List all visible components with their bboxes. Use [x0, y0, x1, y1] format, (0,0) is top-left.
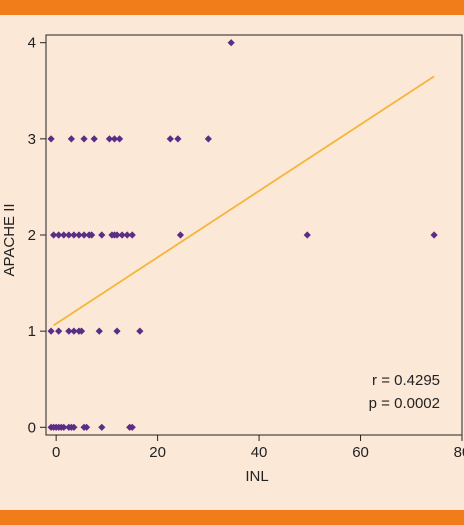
top-band [0, 0, 464, 15]
data-point [60, 423, 68, 431]
tick-labels: 0 20 40 60 80 0 1 2 3 4 [28, 35, 464, 461]
data-point [204, 135, 212, 143]
correlation-r-label: r = 0.4295 [372, 372, 440, 389]
data-point [67, 135, 75, 143]
trendline [53, 75, 435, 327]
data-point [113, 327, 121, 335]
data-point [118, 231, 126, 239]
data-point [128, 231, 136, 239]
data-point [110, 135, 119, 143]
data-point [47, 135, 55, 143]
data-point [123, 231, 131, 239]
data-points [47, 39, 438, 431]
data-point [98, 231, 106, 239]
data-point [430, 231, 438, 239]
scatter-chart: 02040608001234 INL APACHE II r = 0.4295 … [1, 34, 464, 485]
data-point [166, 135, 174, 143]
data-point [80, 135, 88, 143]
data-point [227, 39, 235, 47]
data-point [176, 231, 185, 239]
data-point [65, 327, 73, 335]
data-point [136, 327, 144, 335]
x-tick-label: 40 [251, 444, 268, 461]
data-point [65, 231, 73, 239]
data-point [50, 231, 58, 239]
y-tick-label: 3 [28, 131, 36, 148]
data-point [55, 231, 63, 239]
axes [40, 34, 463, 441]
data-point [128, 423, 136, 431]
data-point [303, 231, 311, 239]
bottom-band [0, 510, 464, 525]
data-point [98, 423, 106, 431]
data-point [70, 327, 78, 335]
y-tick-label: 0 [28, 419, 36, 436]
data-point [75, 231, 83, 239]
x-tick-label: 20 [149, 444, 166, 461]
data-point [174, 135, 182, 143]
data-point [115, 135, 124, 143]
data-point [82, 423, 91, 431]
data-point [88, 231, 96, 239]
data-point [55, 327, 63, 335]
x-tick-label: 80 [454, 444, 464, 461]
y-tick-label: 4 [28, 35, 36, 52]
x-tick-label: 60 [352, 444, 369, 461]
data-point [60, 231, 68, 239]
x-tick-label: 0 [52, 444, 60, 461]
x-axis-label: INL [245, 468, 268, 485]
data-point [90, 135, 98, 143]
y-tick-label: 2 [28, 227, 36, 244]
data-point [113, 231, 121, 239]
y-tick-label: 1 [28, 323, 36, 340]
data-point [80, 231, 88, 239]
data-point [70, 231, 78, 239]
y-axis-label: APACHE II [1, 203, 18, 276]
data-point [95, 327, 103, 335]
data-point [47, 327, 55, 335]
data-point [105, 135, 114, 143]
p-value-label: p = 0.0002 [369, 395, 440, 412]
data-point [77, 327, 86, 335]
data-point [70, 423, 78, 431]
